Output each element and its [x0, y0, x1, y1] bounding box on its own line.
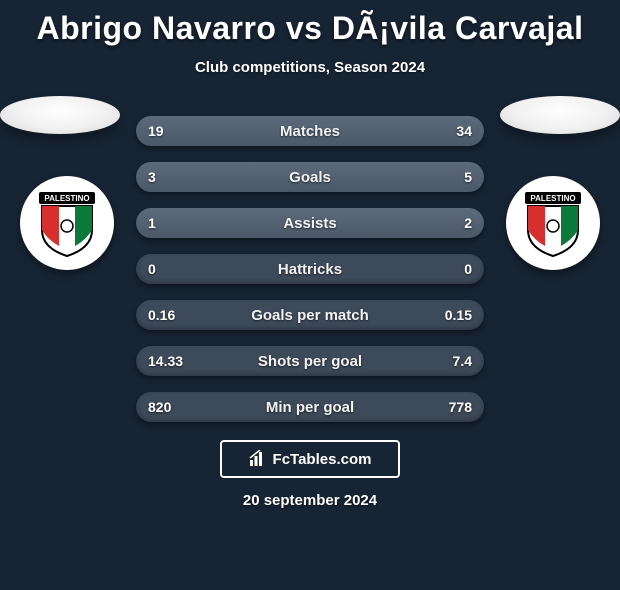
left-badge-banner-text: PALESTINO — [44, 194, 89, 203]
stats-list: 19Matches34 3Goals5 1Assists2 0Hattricks0 0.… — [136, 116, 484, 422]
stat-label: Hattricks — [136, 261, 484, 278]
stat-label: Matches — [136, 123, 484, 140]
stat-label: Shots per goal — [136, 353, 484, 370]
stat-value-right: 778 — [449, 399, 472, 415]
stat-label: Goals — [136, 169, 484, 186]
stat-label: Min per goal — [136, 399, 484, 416]
page-title: Abrigo Navarro vs DÃ¡vila Carvajal — [0, 10, 620, 47]
stat-value-right: 5 — [464, 169, 472, 185]
source-text: FcTables.com — [273, 451, 372, 468]
stat-row: 820Min per goal778 — [136, 392, 484, 422]
page-subtitle: Club competitions, Season 2024 — [0, 59, 620, 76]
stat-row: 3Goals5 — [136, 162, 484, 192]
stat-value-right: 0 — [464, 261, 472, 277]
right-platform-ellipse — [500, 96, 620, 134]
stat-row: 0Hattricks0 — [136, 254, 484, 284]
stat-value-right: 2 — [464, 215, 472, 231]
left-club-badge: PALESTINO — [20, 176, 114, 270]
stat-value-right: 34 — [456, 123, 472, 139]
palestino-shield-icon: PALESTINO — [516, 186, 590, 260]
stat-value-right: 7.4 — [453, 353, 472, 369]
stat-label: Goals per match — [136, 307, 484, 324]
stat-label: Assists — [136, 215, 484, 232]
stat-row: 1Assists2 — [136, 208, 484, 238]
stat-row: 14.33Shots per goal7.4 — [136, 346, 484, 376]
comparison-arena: PALESTINO PALESTINO 19Matches34 3Goals5 1A… — [0, 116, 620, 422]
left-platform-ellipse — [0, 96, 120, 134]
right-badge-banner-text: PALESTINO — [530, 194, 575, 203]
source-badge: FcTables.com — [220, 440, 400, 478]
footer-date: 20 september 2024 — [0, 492, 620, 509]
bar-chart-icon — [249, 450, 267, 468]
stat-row: 19Matches34 — [136, 116, 484, 146]
palestino-shield-icon: PALESTINO — [30, 186, 104, 260]
right-club-badge: PALESTINO — [506, 176, 600, 270]
stat-value-right: 0.15 — [445, 307, 472, 323]
stat-row: 0.16Goals per match0.15 — [136, 300, 484, 330]
